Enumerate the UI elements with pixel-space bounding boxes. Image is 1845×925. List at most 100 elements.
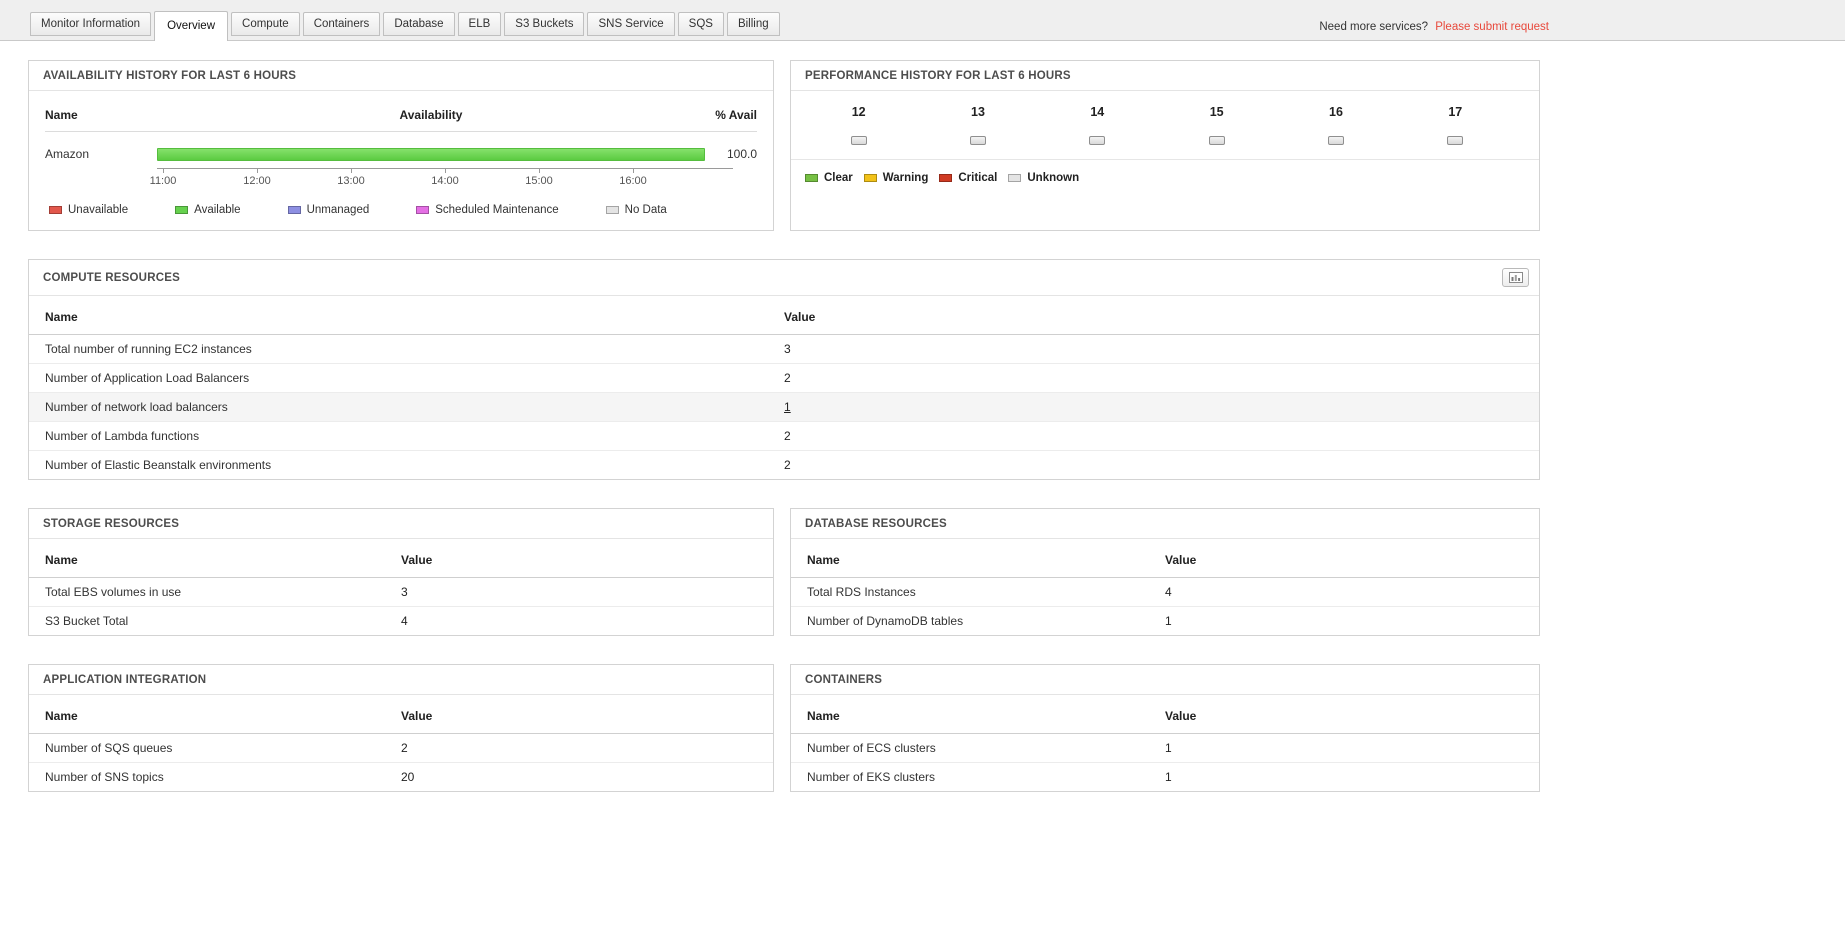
metric-value: 3 xyxy=(401,585,408,599)
table-row: Number of network load balancers 1 xyxy=(29,393,1539,422)
tab-sqs[interactable]: SQS xyxy=(677,12,724,36)
metric-value: 2 xyxy=(401,741,408,755)
tab-compute[interactable]: Compute xyxy=(231,12,300,36)
performance-hour-cell: 14 xyxy=(1038,105,1157,145)
tab-elb[interactable]: ELB xyxy=(457,12,502,36)
performance-legend: Clear Warning Critical Unknown xyxy=(791,160,1539,196)
compute-title: COMPUTE RESOURCES xyxy=(43,271,180,284)
metric-value: 1 xyxy=(1165,614,1172,628)
containers-panel: CONTAINERS Name Value Number of ECS clus… xyxy=(790,664,1540,792)
time-tick: 12:00 xyxy=(243,169,271,187)
storage-resources-panel: STORAGE RESOURCES Name Value Total EBS v… xyxy=(28,508,774,636)
performance-title: PERFORMANCE HISTORY FOR LAST 6 HOURS xyxy=(805,69,1071,82)
col-header-name: Name xyxy=(807,709,840,723)
hour-status-icon[interactable] xyxy=(1089,136,1106,145)
metric-name: Number of Elastic Beanstalk environments xyxy=(45,458,272,472)
hour-status-icon[interactable] xyxy=(850,136,867,145)
table-row: Number of SQS queues 2 xyxy=(29,734,773,763)
hour-label: 15 xyxy=(1209,105,1224,119)
availability-panel: AVAILABILITY HISTORY FOR LAST 6 HOURS Na… xyxy=(28,60,774,231)
performance-hour-cell: 15 xyxy=(1157,105,1276,145)
need-more-text: Need more services? xyxy=(1319,21,1428,33)
metric-value: 2 xyxy=(784,429,791,443)
availability-legend: Unavailable Available Unmanaged Schedule… xyxy=(29,194,773,230)
time-tick: 15:00 xyxy=(525,169,553,187)
legend-label: Clear xyxy=(824,172,853,184)
submit-request-link[interactable]: Please submit request xyxy=(1435,21,1549,33)
performance-hour-cell: 12 xyxy=(799,105,918,145)
metric-value-link[interactable]: 1 xyxy=(784,400,791,414)
compute-panel-header: COMPUTE RESOURCES xyxy=(29,260,1539,296)
containers-title: CONTAINERS xyxy=(805,673,883,686)
col-header-value: Value xyxy=(1165,553,1197,567)
availability-panel-header: AVAILABILITY HISTORY FOR LAST 6 HOURS xyxy=(29,61,773,91)
legend-label: Unknown xyxy=(1027,172,1080,184)
database-table-header: Name Value xyxy=(791,539,1539,578)
metric-value: 2 xyxy=(784,458,791,472)
monitor-name[interactable]: Amazon xyxy=(45,147,90,161)
metric-value: 20 xyxy=(401,770,415,784)
table-row: Total RDS Instances 4 xyxy=(791,578,1539,607)
table-row: Number of SNS topics 20 xyxy=(29,763,773,791)
metric-name: Number of SNS topics xyxy=(45,770,164,784)
availability-col-percent: % Avail xyxy=(715,108,757,122)
legend-item-unavailable: Unavailable xyxy=(49,204,128,216)
availability-col-availability: Availability xyxy=(399,108,463,122)
tab-containers[interactable]: Containers xyxy=(302,12,381,36)
critical-swatch-icon xyxy=(939,174,953,182)
table-row: Number of ECS clusters 1 xyxy=(791,734,1539,763)
legend-item-no-data: No Data xyxy=(605,204,667,216)
legend-label: Unavailable xyxy=(68,204,129,216)
col-header-value: Value xyxy=(1165,709,1197,723)
performance-panel-header: PERFORMANCE HISTORY FOR LAST 6 HOURS xyxy=(791,61,1539,91)
integration-table-header: Name Value xyxy=(29,695,773,734)
legend-item-clear: Clear xyxy=(805,172,853,184)
clear-swatch-icon xyxy=(805,174,818,182)
availability-col-name: Name xyxy=(45,108,78,122)
metric-value: 4 xyxy=(401,614,408,628)
metric-name: S3 Bucket Total xyxy=(45,614,129,628)
table-row: Number of EKS clusters 1 xyxy=(791,763,1539,791)
hour-status-icon[interactable] xyxy=(1208,136,1225,145)
time-tick: 16:00 xyxy=(619,169,647,187)
col-header-name: Name xyxy=(807,553,840,567)
col-header-name: Name xyxy=(45,553,78,567)
availability-bar[interactable] xyxy=(157,147,705,161)
tab-billing[interactable]: Billing xyxy=(726,12,780,36)
performance-hour-cell: 17 xyxy=(1396,105,1515,145)
hour-status-icon[interactable] xyxy=(969,136,986,145)
tab-monitor-information[interactable]: Monitor Information xyxy=(30,12,152,36)
view-chart-button[interactable] xyxy=(1502,268,1529,287)
metric-name: Total RDS Instances xyxy=(807,585,916,599)
legend-label: No Data xyxy=(624,204,667,216)
tab-database[interactable]: Database xyxy=(383,12,455,36)
tab-overview[interactable]: Overview xyxy=(154,11,229,41)
col-header-value: Value xyxy=(401,553,433,567)
tab-s3-buckets[interactable]: S3 Buckets xyxy=(504,12,585,36)
metric-name: Number of ECS clusters xyxy=(807,741,936,755)
performance-panel: PERFORMANCE HISTORY FOR LAST 6 HOURS 12 … xyxy=(790,60,1540,231)
application-integration-panel: APPLICATION INTEGRATION Name Value Numbe… xyxy=(28,664,774,792)
performance-hour-cell: 16 xyxy=(1276,105,1395,145)
compute-resources-panel: COMPUTE RESOURCES Name Value Total numbe… xyxy=(28,259,1540,480)
legend-label: Critical xyxy=(958,172,998,184)
metric-value: 1 xyxy=(1165,741,1172,755)
col-header-value: Value xyxy=(784,310,816,324)
table-row: Total EBS volumes in use 3 xyxy=(29,578,773,607)
metric-value: 2 xyxy=(784,371,791,385)
availability-percent-value: 100.0 xyxy=(726,147,757,161)
database-panel-header: DATABASE RESOURCES xyxy=(791,509,1539,539)
legend-item-critical: Critical xyxy=(939,172,997,184)
compute-table-header: Name Value xyxy=(29,296,1539,335)
tab-sns-service[interactable]: SNS Service xyxy=(587,12,675,36)
metric-name: Number of DynamoDB tables xyxy=(807,614,964,628)
table-row: S3 Bucket Total 4 xyxy=(29,607,773,635)
table-row: Number of Application Load Balancers 2 xyxy=(29,364,1539,393)
legend-label: Unmanaged xyxy=(306,204,370,216)
storage-title: STORAGE RESOURCES xyxy=(43,517,180,530)
hour-status-icon[interactable] xyxy=(1327,136,1344,145)
integration-title: APPLICATION INTEGRATION xyxy=(43,673,207,686)
main-content: AVAILABILITY HISTORY FOR LAST 6 HOURS Na… xyxy=(0,41,1568,860)
available-swatch-icon xyxy=(175,206,189,214)
hour-status-icon[interactable] xyxy=(1447,136,1464,145)
